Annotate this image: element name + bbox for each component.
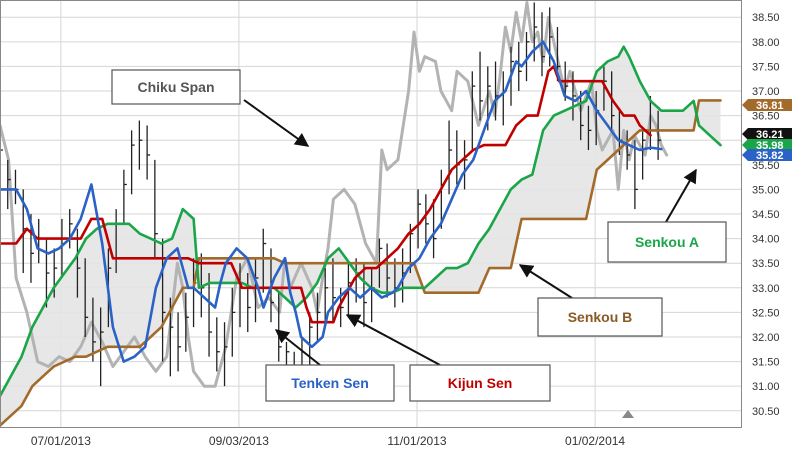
series-line-tenken-sen: [0, 40, 663, 363]
y-tick-label: 31.50: [752, 357, 780, 369]
annotation-callouts: Chiku Span Tenken Sen Kijun Sen Senkou A Sen…: [111, 69, 727, 402]
annotation-label-kijun: Kijun Sen: [448, 375, 513, 391]
annotation-arrow: [345, 314, 441, 366]
x-tick-label: 11/01/2013: [387, 434, 446, 448]
y-tick-label: 30.50: [752, 406, 780, 418]
annotation-box-senkou-b: [537, 297, 663, 337]
x-tick-label: 07/01/2013: [31, 434, 91, 448]
last-value-tag: [742, 139, 792, 151]
series-line-senkou-b: [0, 99, 722, 427]
annotation-label-senkou-b: Senkou B: [568, 309, 633, 325]
y-tick-label: 31.00: [752, 381, 780, 393]
annotation-box-chiku: [111, 69, 241, 105]
last-value-tag-text: 36.21: [756, 129, 784, 141]
y-tick-label: 38.00: [752, 37, 780, 49]
y-tick-label: 37.50: [752, 61, 780, 73]
annotation-arrow: [243, 99, 310, 147]
scroll-marker-icon[interactable]: [622, 410, 634, 418]
annotation-box-senkou-a: [607, 221, 727, 263]
annotation-label-tenken: Tenken Sen: [291, 375, 369, 391]
y-tick-label: 32.00: [752, 332, 780, 344]
last-value-tag-text: 35.82: [756, 150, 784, 162]
y-tick-label: 38.50: [752, 12, 780, 24]
y-tick-label: 34.00: [752, 234, 780, 246]
last-value-tag: [742, 149, 792, 161]
indicator-lines: [0, 40, 722, 427]
last-value-tag: [742, 99, 792, 111]
annotation-arrow: [518, 264, 573, 299]
last-value-tag-text: 36.81: [756, 100, 784, 112]
y-tick-label: 37.00: [752, 86, 780, 98]
x-axis: 07/01/2013 09/03/2013 11/01/2013 01/02/2014: [31, 434, 626, 448]
y-tick-label: 33.50: [752, 258, 780, 270]
annotation-label-chiku: Chiku Span: [137, 79, 214, 95]
series-line-kijun-sen: [0, 65, 652, 324]
series-line-chiku-span: [0, 1, 669, 388]
series-line-senkou-a: [0, 45, 722, 398]
annotation-box-tenken: [265, 364, 395, 402]
y-tick-label: 35.00: [752, 184, 780, 196]
annotation-arrow: [665, 168, 697, 223]
y-axis: 30.50 31.00 31.50 32.00 32.50 33.00 33.50 34.00…: [752, 12, 780, 418]
y-tick-label: 33.00: [752, 283, 780, 295]
x-tick-label: 09/03/2013: [209, 434, 269, 448]
annotation-label-senkou-a: Senkou A: [635, 234, 699, 250]
y-tick-label: 34.50: [752, 209, 780, 221]
annotation-arrow: [274, 329, 321, 366]
y-tick-label: 32.50: [752, 307, 780, 319]
last-value-tag: [742, 128, 792, 140]
y-tick-label: 36.50: [752, 111, 780, 123]
x-tick-label: 01/02/2014: [565, 434, 625, 448]
annotation-box-kijun: [409, 364, 551, 402]
plot-border: [0, 0, 742, 428]
y-tick-label: 35.50: [752, 160, 780, 172]
